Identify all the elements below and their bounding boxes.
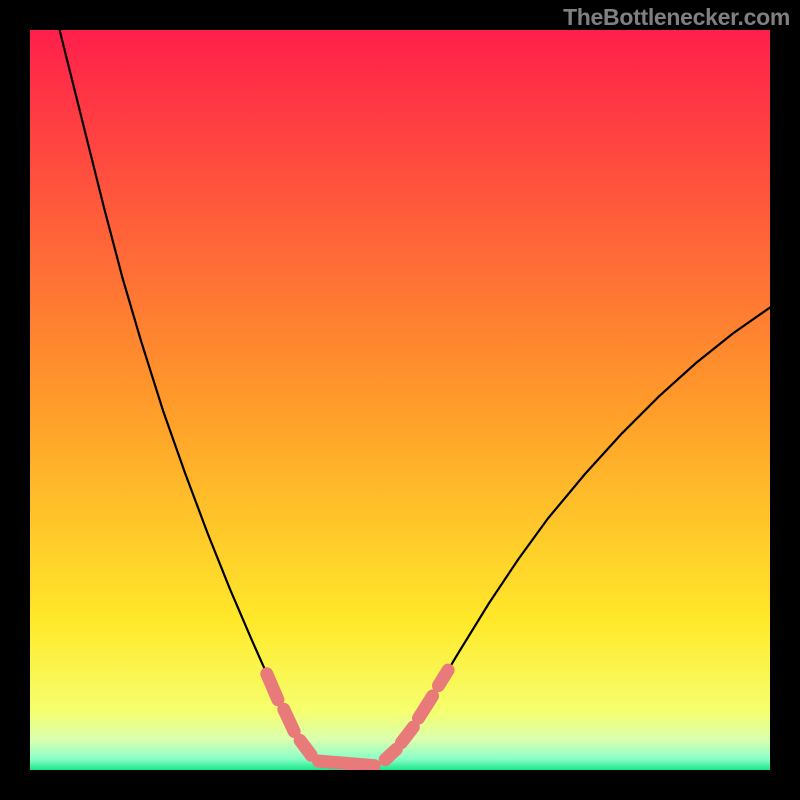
marker-segment — [419, 696, 433, 718]
curve-markers — [267, 670, 448, 765]
marker-segment — [300, 740, 311, 755]
plot-area — [30, 30, 770, 770]
curve-svg — [30, 30, 770, 770]
marker-segment — [438, 670, 448, 686]
marker-segment — [267, 674, 278, 700]
bottleneck-curve — [60, 30, 770, 768]
chart-container: TheBottlenecker.com — [0, 0, 800, 800]
marker-segment — [284, 709, 294, 731]
watermark-text: TheBottlenecker.com — [563, 4, 790, 31]
marker-segment — [385, 749, 396, 759]
marker-segment — [401, 727, 413, 743]
marker-segment — [319, 761, 375, 765]
